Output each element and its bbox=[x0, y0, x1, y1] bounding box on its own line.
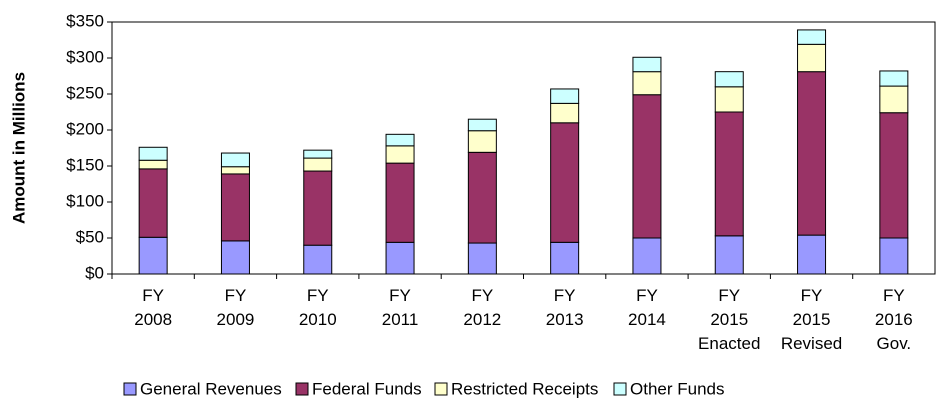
bar-segment bbox=[550, 88, 580, 104]
x-tick-label: FY 2014 bbox=[628, 286, 666, 329]
legend-swatch bbox=[123, 382, 137, 396]
legend-swatch bbox=[613, 382, 627, 396]
x-tick-label: FY 2015 Revised bbox=[781, 286, 842, 353]
bar-segment bbox=[797, 29, 827, 45]
x-tick-label: FY 2015 Enacted bbox=[698, 286, 760, 353]
bar-segment bbox=[467, 242, 497, 275]
y-tick-label: $250 bbox=[66, 83, 104, 102]
bar-segment bbox=[797, 234, 827, 275]
bar-segment bbox=[385, 162, 415, 243]
bar-segment bbox=[879, 85, 909, 114]
y-tick-label: $100 bbox=[66, 191, 104, 210]
bar-segment bbox=[714, 71, 744, 88]
bar-segment bbox=[385, 145, 415, 164]
bar-segment bbox=[467, 118, 497, 132]
y-tick-label: $0 bbox=[85, 263, 104, 282]
x-tick-label: FY 2012 bbox=[463, 286, 501, 329]
legend-label: Restricted Receipts bbox=[451, 379, 598, 398]
legend-swatch bbox=[434, 382, 448, 396]
x-tick-label: FY 2009 bbox=[217, 286, 255, 329]
bar-segment bbox=[303, 170, 333, 246]
y-tick-label: $200 bbox=[66, 119, 104, 138]
bar-segment bbox=[220, 173, 250, 242]
bar-segment bbox=[879, 112, 909, 239]
bar-segment bbox=[138, 159, 168, 170]
bar-segment bbox=[632, 71, 662, 96]
x-tick-label: FY 2016 Gov. bbox=[875, 286, 913, 353]
bar-segment bbox=[220, 166, 250, 175]
bar-segment bbox=[632, 94, 662, 239]
bar-segment bbox=[550, 102, 580, 124]
bar-segment bbox=[220, 152, 250, 168]
legend-label: Federal Funds bbox=[312, 379, 422, 398]
bar-segment bbox=[879, 237, 909, 275]
bar-segment bbox=[385, 241, 415, 275]
bar-segment bbox=[714, 111, 744, 237]
bar-segment bbox=[385, 133, 415, 147]
y-tick-label: $150 bbox=[66, 155, 104, 174]
legend-swatch bbox=[295, 382, 309, 396]
bar-segment bbox=[467, 151, 497, 244]
y-axis-label: Amount in Millions bbox=[9, 72, 28, 224]
bar-segment bbox=[467, 130, 497, 153]
x-tick-label: FY 2013 bbox=[546, 286, 584, 329]
bar-segment bbox=[138, 146, 168, 161]
y-tick-label: $350 bbox=[66, 11, 104, 30]
x-tick-label: FY 2008 bbox=[134, 286, 172, 329]
bar-segment bbox=[632, 56, 662, 73]
y-tick-label: $300 bbox=[66, 47, 104, 66]
bar-segment bbox=[714, 235, 744, 275]
bar-segment bbox=[797, 71, 827, 236]
bar-segment bbox=[220, 240, 250, 275]
bar-segment bbox=[550, 122, 580, 243]
bar-segment bbox=[303, 149, 333, 159]
bar-segment bbox=[303, 157, 333, 172]
bar-segment bbox=[632, 237, 662, 275]
x-tick-label: FY 2010 bbox=[299, 286, 337, 329]
bar-segment bbox=[550, 241, 580, 275]
y-tick-label: $50 bbox=[76, 227, 104, 246]
bar-segment bbox=[714, 86, 744, 113]
bar-segment bbox=[797, 43, 827, 73]
bar-segment bbox=[138, 168, 168, 238]
bar-segment bbox=[303, 244, 333, 275]
x-tick-label: FY 2011 bbox=[382, 286, 419, 329]
bar-segment bbox=[138, 236, 168, 275]
legend-label: Other Funds bbox=[630, 379, 725, 398]
bar-segment bbox=[879, 70, 909, 87]
legend-label: General Revenues bbox=[140, 379, 282, 398]
